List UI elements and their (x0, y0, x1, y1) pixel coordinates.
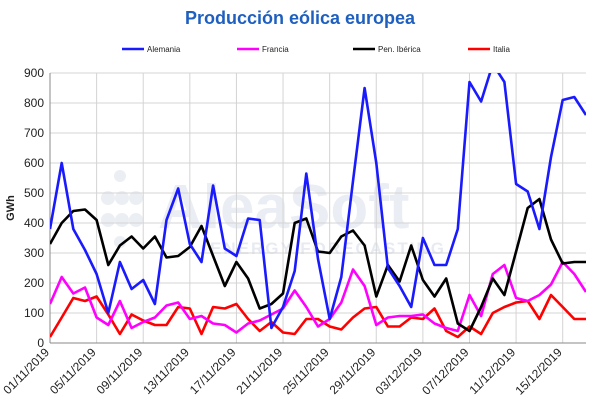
y-tick-label: 700 (24, 126, 44, 140)
x-tick-label: 17/11/2019 (187, 345, 239, 397)
x-tick-label: 25/11/2019 (280, 345, 332, 397)
y-tick-label: 0 (37, 336, 44, 350)
x-tick-label: 03/12/2019 (373, 345, 426, 398)
y-tick-label: 200 (24, 276, 44, 290)
y-tick-label: 900 (24, 66, 44, 80)
series-line-francia (50, 260, 586, 334)
series-line-alemania (50, 73, 586, 330)
legend-label: Pen. Ibérica (378, 45, 421, 54)
legend-item: Alemania (122, 45, 181, 54)
y-axis-label: GWh (5, 195, 17, 221)
legend-item: Italia (468, 45, 510, 54)
axes (49, 73, 586, 344)
x-tick-label: 05/11/2019 (47, 345, 99, 397)
series-lines (50, 73, 586, 339)
legend-label: Alemania (147, 45, 181, 54)
x-tick-label: 11/12/2019 (466, 345, 518, 397)
legend-label: Italia (493, 45, 510, 54)
legend-label: Francia (262, 45, 289, 54)
legend-item: Pen. Ibérica (353, 45, 421, 54)
x-axis-ticks: 01/11/201905/11/201909/11/201913/11/2019… (0, 345, 565, 398)
x-tick-label: 21/11/2019 (233, 345, 285, 397)
series-line-italia (50, 293, 586, 339)
x-tick-label: 01/11/2019 (0, 345, 52, 397)
y-tick-label: 400 (24, 216, 44, 230)
chart-title: Producción eólica europea (184, 8, 416, 28)
x-tick-label: 15/12/2019 (512, 345, 565, 398)
x-tick-label: 07/12/2019 (419, 345, 472, 398)
y-tick-label: 100 (24, 306, 44, 320)
y-tick-label: 600 (24, 156, 44, 170)
watermark-brand: AleaSoft (158, 173, 409, 242)
legend-item: Francia (237, 45, 289, 54)
y-tick-label: 800 (24, 96, 44, 110)
x-tick-label: 09/11/2019 (94, 345, 146, 397)
legend: Alemania Francia Pen. Ibérica Italia (122, 45, 510, 54)
watermark-dots-icon (101, 170, 143, 248)
y-axis-ticks: 0 100 200 300 400 500 600 700 800 900 (24, 66, 44, 350)
x-tick-label: 13/11/2019 (140, 345, 192, 397)
y-tick-label: 300 (24, 246, 44, 260)
x-tick-label: 29/11/2019 (327, 345, 379, 397)
y-tick-label: 500 (24, 186, 44, 200)
